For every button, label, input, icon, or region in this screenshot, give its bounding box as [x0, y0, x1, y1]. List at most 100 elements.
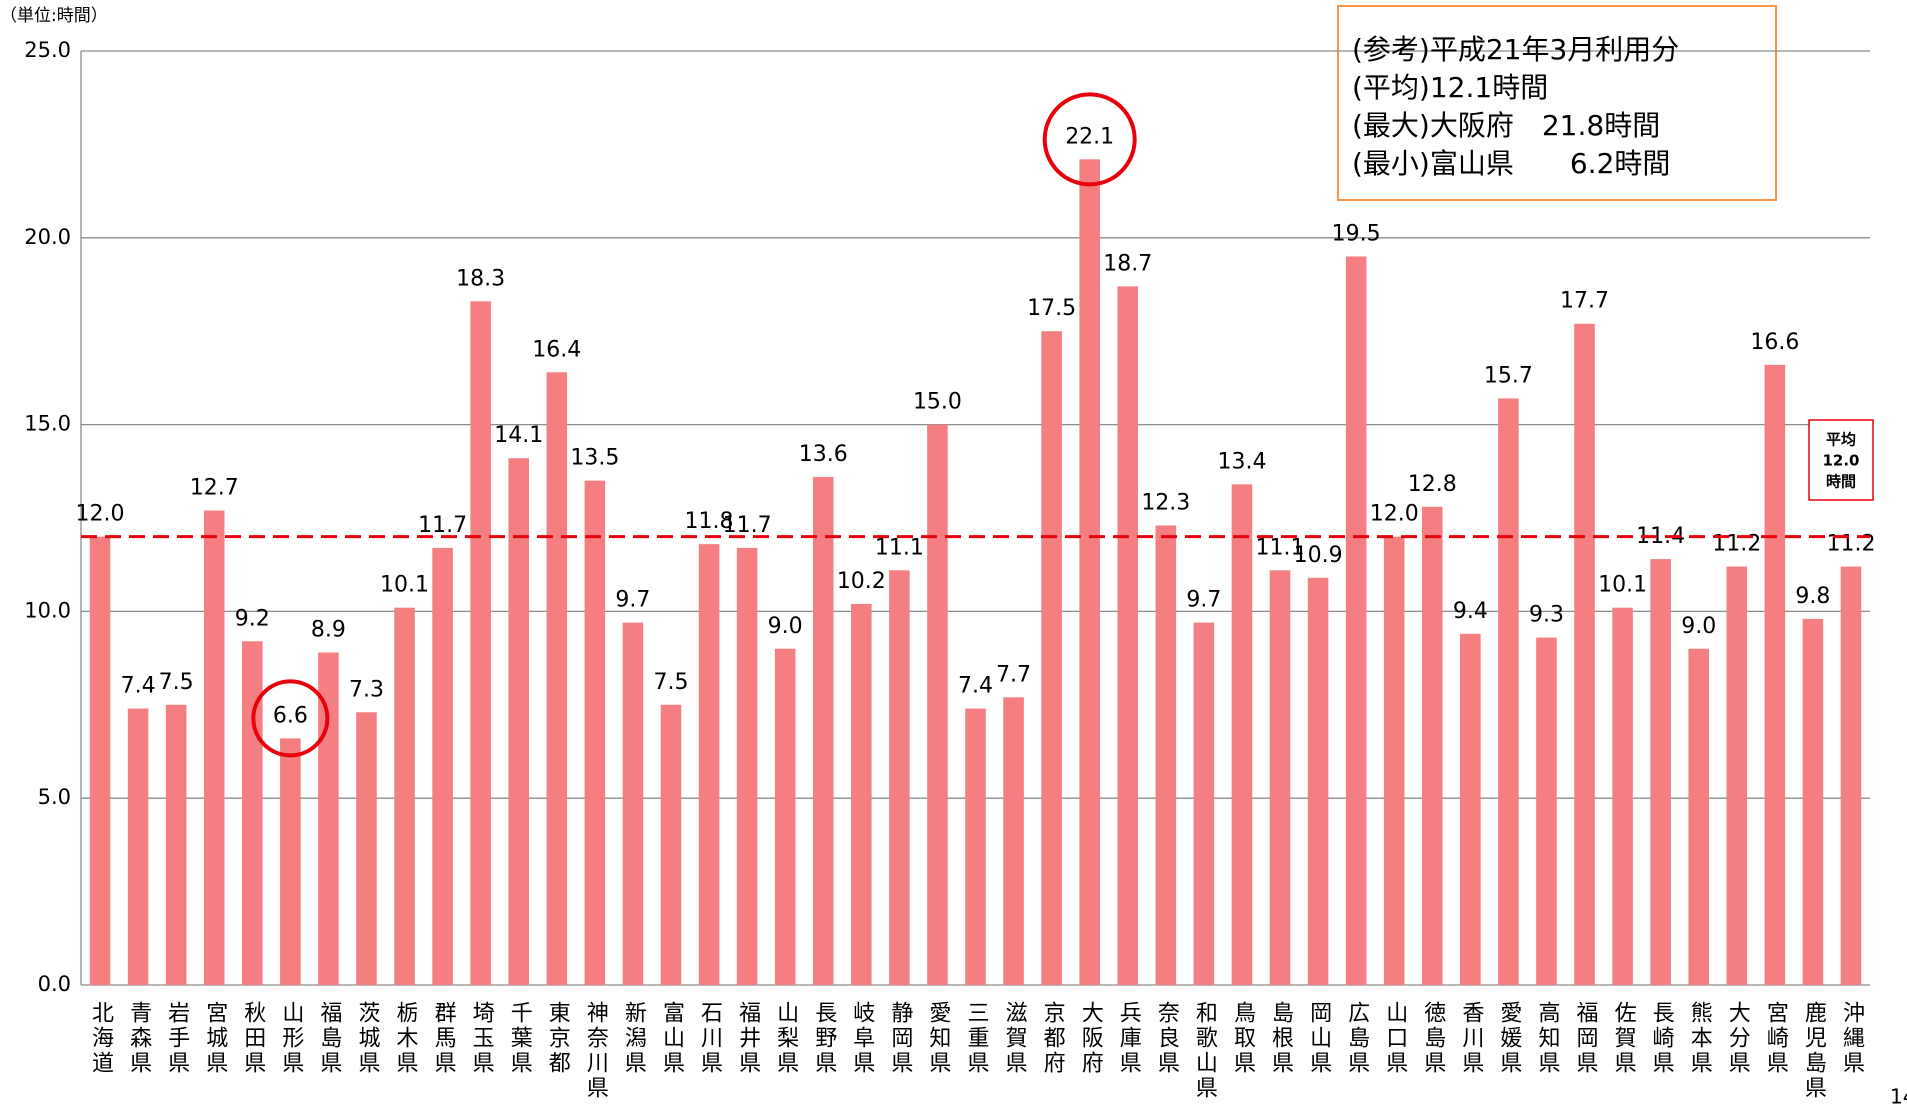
y-tick-label: 10.0	[24, 598, 71, 622]
page-number: 14	[1890, 1085, 1907, 1107]
x-tick-label: 徳島県	[1420, 1001, 1446, 1076]
bar	[1231, 484, 1253, 985]
x-tick-label: 石川県	[697, 1001, 723, 1076]
x-tick-label: 愛知県	[925, 1001, 951, 1076]
bar	[1650, 559, 1671, 985]
value-label: 11.1	[1256, 535, 1305, 560]
bar	[1802, 618, 1824, 985]
x-tick-label: 滋賀県	[1002, 1001, 1028, 1076]
bar	[165, 704, 187, 985]
bar	[89, 536, 111, 985]
value-label: 18.7	[1103, 251, 1152, 276]
average-label: 12.0	[1822, 452, 1859, 470]
x-tick-label: 福島県	[316, 1001, 342, 1076]
y-tick-label: 25.0	[24, 38, 71, 62]
note-line: (最小)富山県 6.2時間	[1352, 147, 1670, 180]
value-label: 9.4	[1453, 599, 1488, 624]
x-tick-label: 福岡県	[1573, 1001, 1599, 1076]
value-label: 17.7	[1560, 289, 1609, 314]
bar	[1193, 622, 1215, 985]
value-label: 9.2	[235, 606, 270, 631]
bar	[1003, 697, 1024, 985]
x-tick-label: 佐賀県	[1611, 1001, 1637, 1076]
x-tick-label: 大阪府	[1078, 1001, 1104, 1076]
average-label: 時間	[1826, 473, 1856, 491]
value-label: 10.2	[837, 569, 886, 594]
value-label: 9.7	[615, 588, 650, 613]
bar	[1079, 159, 1100, 985]
value-label: 10.1	[380, 573, 429, 598]
x-tick-label: 奈良県	[1154, 1001, 1180, 1076]
value-label: 9.0	[1681, 614, 1716, 639]
bar	[1574, 323, 1595, 985]
highlight-circle	[1042, 92, 1137, 187]
x-tick-label: 岡山県	[1306, 1001, 1332, 1076]
bar	[1421, 506, 1443, 985]
bar	[242, 641, 263, 985]
x-tick-label: 千葉県	[507, 1001, 533, 1076]
x-tick-label: 長野県	[811, 1001, 837, 1076]
x-tick-label: 兵庫県	[1116, 1001, 1142, 1076]
value-label: 7.3	[349, 677, 384, 702]
average-label: 平均	[1826, 431, 1856, 449]
x-tick-label: 熊本県	[1687, 1001, 1713, 1076]
x-tick-label: 秋田県	[240, 1001, 266, 1076]
bar	[584, 480, 606, 985]
x-tick-label: 京都府	[1040, 1001, 1066, 1076]
value-label: 11.7	[418, 513, 467, 538]
value-label: 17.5	[1027, 296, 1076, 321]
value-label: 6.6	[273, 703, 308, 728]
value-label: 9.8	[1795, 584, 1830, 609]
value-label: 12.7	[190, 476, 239, 501]
bar	[1460, 633, 1481, 985]
value-label: 15.0	[913, 390, 962, 415]
value-label: 8.9	[311, 617, 346, 642]
bar	[812, 476, 834, 985]
bar	[127, 708, 149, 985]
value-label: 13.6	[799, 442, 848, 467]
bar	[1498, 398, 1519, 985]
value-label: 9.7	[1186, 588, 1221, 613]
x-tick-label: 神奈川県	[583, 1001, 609, 1101]
x-tick-label: 栃木県	[393, 1001, 419, 1076]
value-label: 18.3	[456, 266, 505, 291]
bar	[432, 547, 453, 985]
unit-label: （単位:時間）	[0, 6, 108, 26]
y-tick-label: 20.0	[24, 225, 71, 249]
value-label: 16.4	[532, 337, 581, 362]
x-tick-label: 沖縄県	[1839, 1001, 1865, 1076]
bar	[356, 712, 377, 985]
bar	[965, 708, 986, 985]
bar	[927, 424, 948, 986]
bar	[851, 603, 872, 985]
x-tick-label: 宮崎県	[1763, 1001, 1789, 1076]
note-line: (最大)大阪府 21.8時間	[1352, 109, 1660, 142]
bar	[1269, 570, 1291, 985]
x-tick-label: 高知県	[1534, 1001, 1560, 1076]
bar	[470, 301, 491, 985]
x-tick-label: 東京都	[545, 1001, 571, 1076]
bar	[546, 372, 568, 985]
bar	[660, 704, 682, 985]
x-tick-label: 新潟県	[621, 1001, 647, 1076]
bar	[1726, 566, 1748, 985]
x-tick-label: 北海道	[88, 1001, 114, 1076]
bar	[1117, 286, 1139, 985]
x-tick-label: 山形県	[278, 1001, 304, 1076]
average-label-box	[1808, 419, 1874, 501]
x-tick-label: 長崎県	[1649, 1001, 1675, 1076]
value-label: 16.6	[1750, 330, 1799, 355]
bar	[1840, 566, 1862, 985]
highlight-circle	[251, 679, 330, 758]
x-tick-label: 鳥取県	[1230, 1001, 1256, 1076]
x-tick-label: 香川県	[1458, 1001, 1484, 1076]
bar	[889, 570, 910, 985]
bar	[318, 652, 339, 985]
x-tick-label: 埼玉県	[469, 1001, 495, 1076]
value-label: 12.0	[1370, 502, 1419, 527]
x-tick-label: 鹿児島県	[1801, 1001, 1827, 1101]
value-label: 10.1	[1598, 573, 1647, 598]
bar	[280, 738, 301, 985]
bar	[1307, 577, 1329, 985]
